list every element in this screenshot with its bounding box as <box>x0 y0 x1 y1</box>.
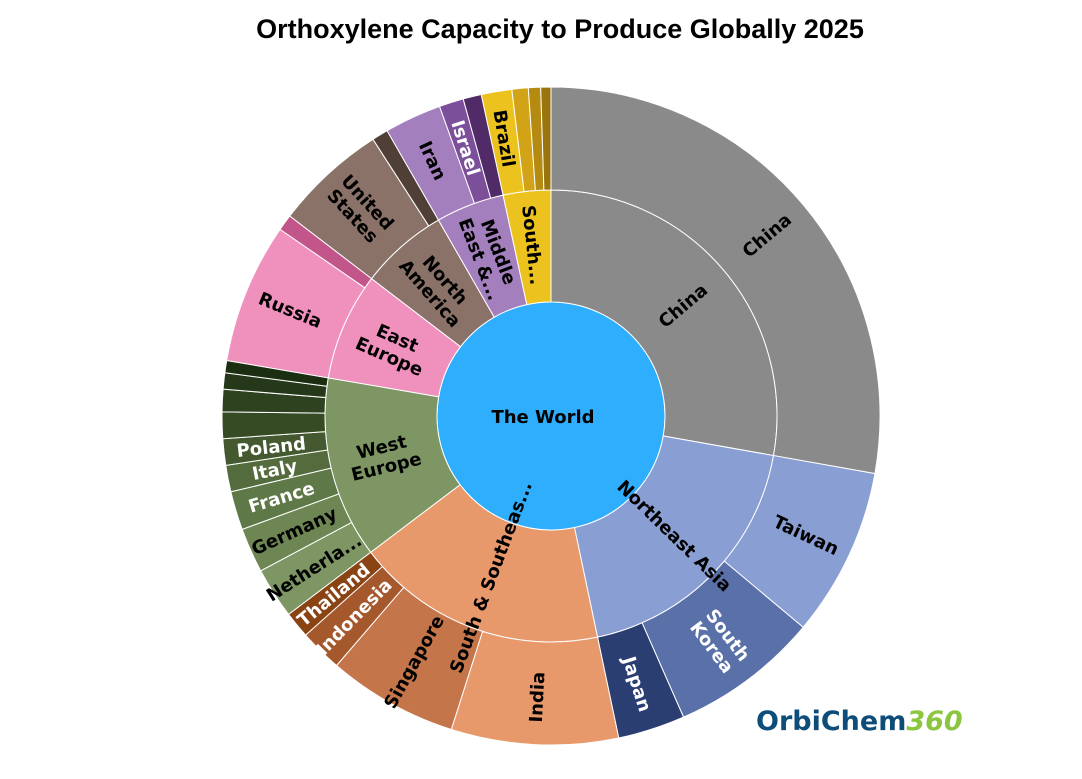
segment-layer <box>221 86 881 746</box>
root-label: The World <box>491 407 594 428</box>
orbichem-logo: OrbiChem360 <box>756 706 963 737</box>
country-label-india: India <box>526 671 550 723</box>
country-segment-china[interactable] <box>550 86 881 475</box>
logo-number: 360 <box>906 706 963 737</box>
chart-title: Orthoxylene Capacity to Produce Globally… <box>256 14 864 44</box>
logo-word: OrbiChem <box>756 706 907 737</box>
country-segment-south-america-other-4[interactable] <box>540 86 552 191</box>
